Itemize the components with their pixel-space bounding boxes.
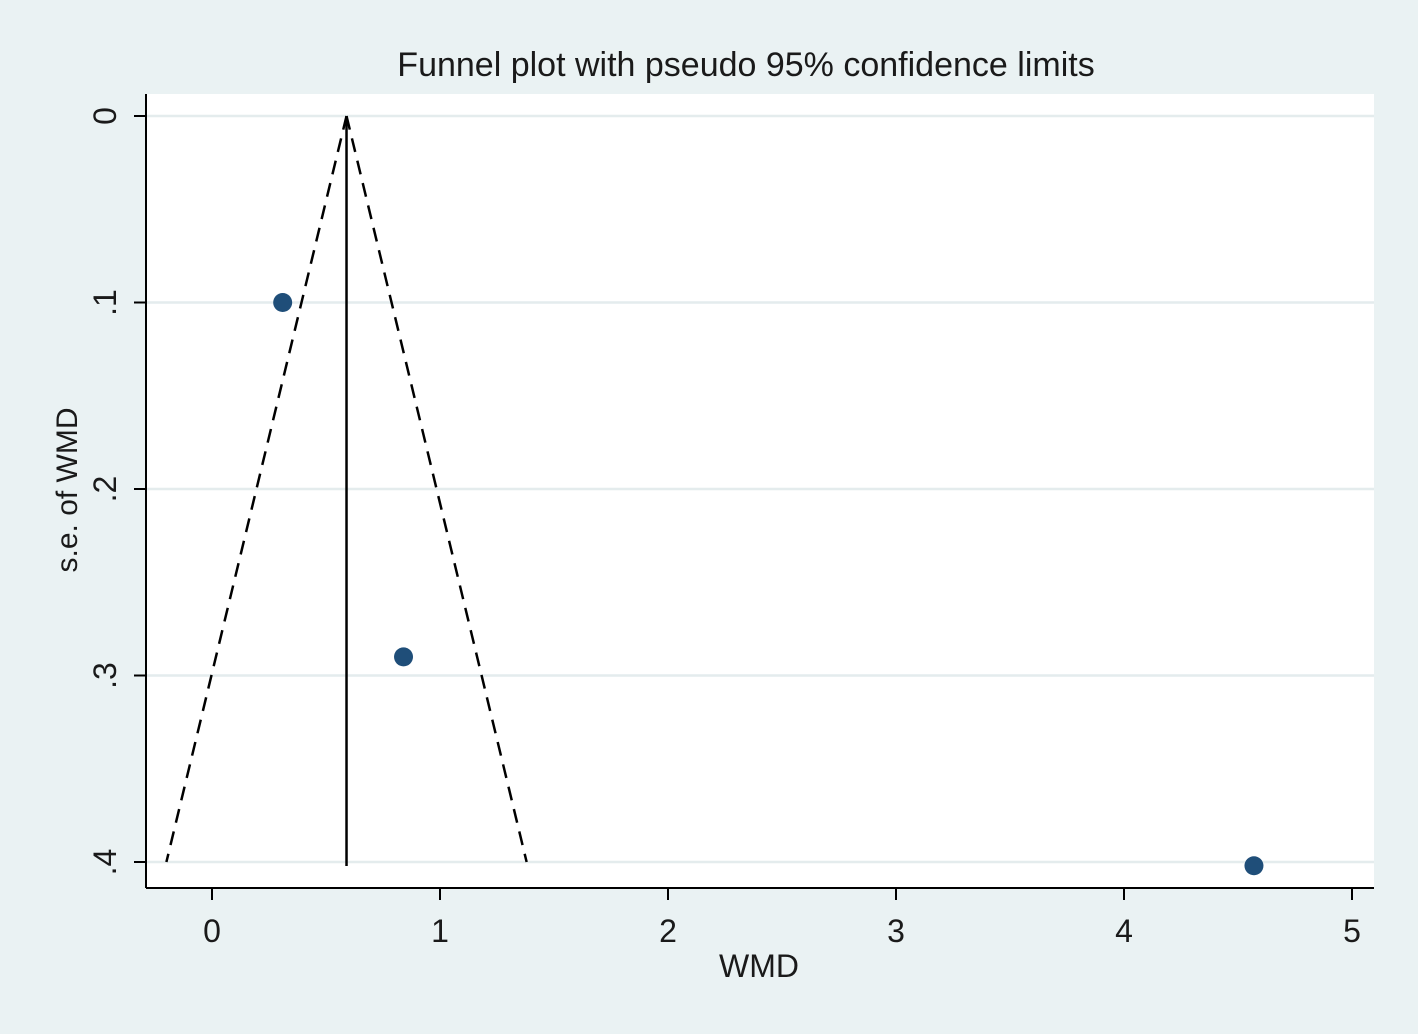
y-tick-label: .4 [87,849,123,876]
gridlines [146,114,1374,864]
x-tick-label: 1 [431,913,449,949]
x-tick-label: 4 [1115,913,1133,949]
plot-area [146,94,1374,888]
funnel-limit-left [165,115,348,863]
axes: 0 1 2 3 4 5 0 .1 .2 .3 .4 [87,94,1374,949]
data-point [1244,856,1264,876]
y-tick-label: 0 [87,107,123,125]
x-tick-label: 2 [659,913,677,949]
x-tick-label: 3 [887,913,905,949]
funnel-limit-right [345,115,528,863]
x-axis-label: WMD [719,948,799,984]
y-tick-label: .1 [87,289,123,316]
data-point [273,293,293,312]
x-tick-label: 5 [1343,913,1361,949]
data-point [394,647,414,667]
y-tick-label: .2 [87,476,123,503]
chart-title: Funnel plot with pseudo 95% confidence l… [397,46,1094,84]
y-axis-label: s.e. of WMD [51,407,84,572]
funnel-limits [165,115,528,866]
x-tick-label: 0 [203,913,221,949]
data-points [273,293,1264,876]
y-tick-label: .3 [87,662,123,689]
